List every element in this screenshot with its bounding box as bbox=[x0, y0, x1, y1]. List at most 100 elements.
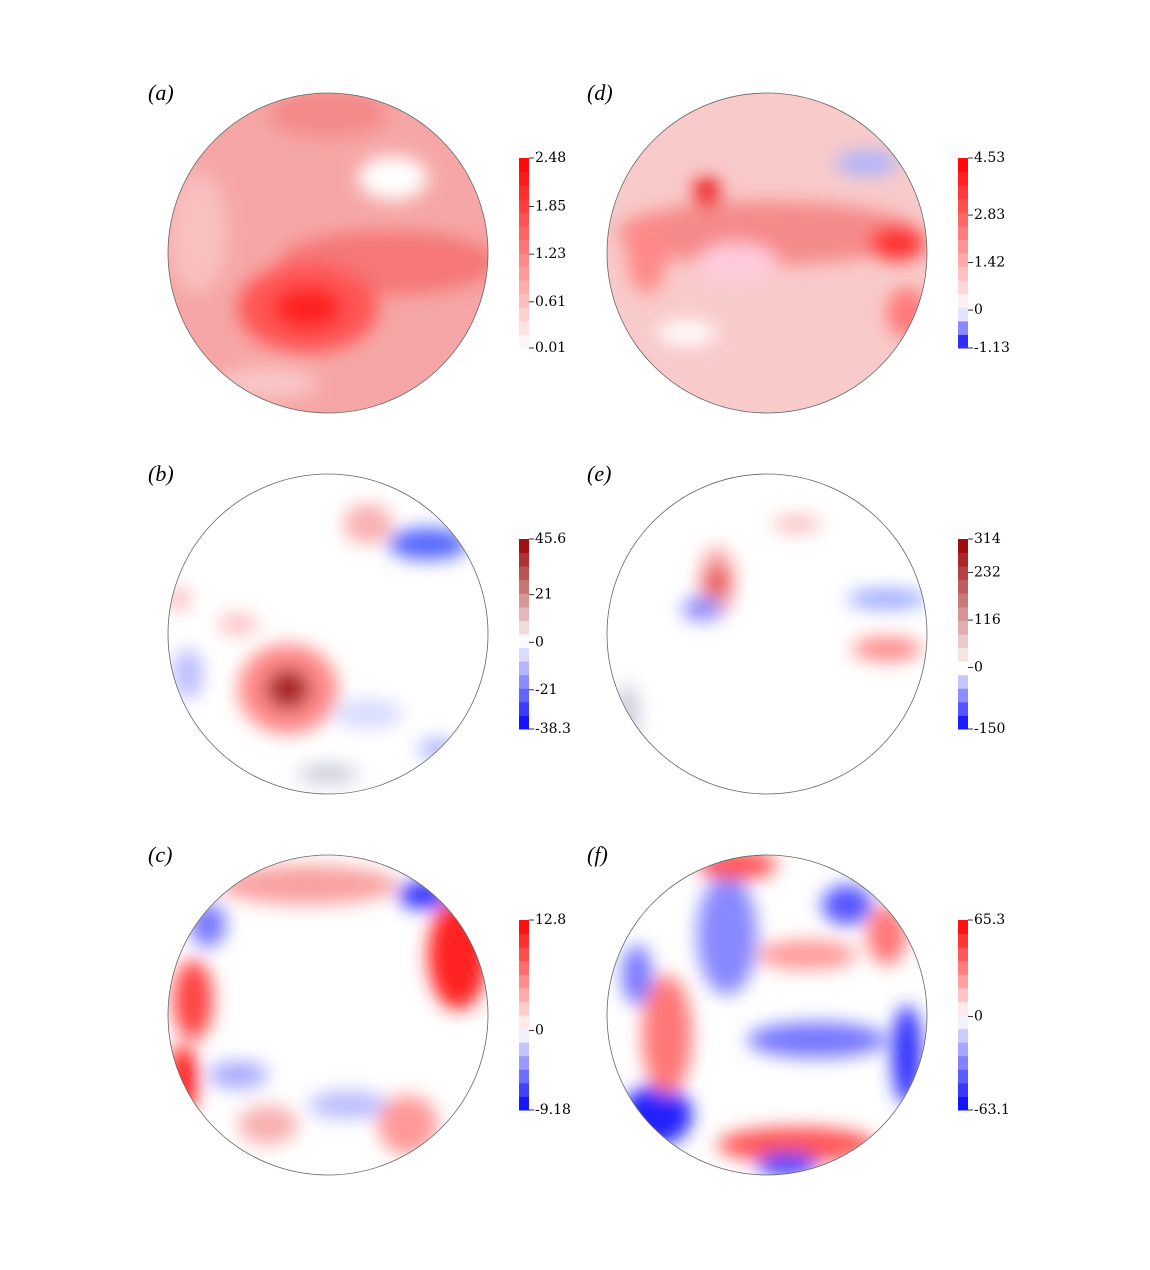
panel: (c) 12.8 0 -9.18 bbox=[148, 842, 571, 1176]
colorbar-band bbox=[519, 1042, 529, 1057]
colorbar-band bbox=[519, 334, 529, 349]
colorbar-tick-label: 314 bbox=[974, 531, 1001, 547]
field-blob bbox=[208, 1061, 268, 1089]
colorbar-band bbox=[519, 1069, 529, 1084]
colorbar-tick-label: -63.1 bbox=[974, 1102, 1010, 1118]
domain-outline bbox=[606, 854, 928, 1176]
field-blob bbox=[358, 156, 428, 200]
field-blob bbox=[617, 201, 917, 265]
contour-field bbox=[607, 855, 927, 1175]
colorbar-band bbox=[958, 266, 968, 281]
field-blob bbox=[308, 1091, 388, 1119]
colorbar-band bbox=[519, 1082, 529, 1097]
colorbar-band bbox=[958, 701, 968, 716]
colorbar-tick-label: -150 bbox=[974, 721, 1005, 737]
colorbar-band bbox=[519, 620, 529, 635]
colorbar-band bbox=[958, 620, 968, 635]
colorbar-tick-label: 0 bbox=[535, 634, 544, 650]
colorbar-band bbox=[958, 606, 968, 621]
colorbar-band bbox=[519, 933, 529, 948]
colorbar-band bbox=[519, 661, 529, 676]
colorbar-band bbox=[519, 185, 529, 200]
domain-outline bbox=[167, 92, 489, 414]
colorbar-tick-label: 116 bbox=[974, 612, 1001, 628]
panel: (b) 45.6 21 0 -21 -38.3 bbox=[148, 461, 571, 795]
field-base bbox=[607, 474, 927, 794]
colorbar-tick-label: 232 bbox=[974, 565, 1001, 581]
field-blob bbox=[892, 1005, 922, 1105]
panel-label: (e) bbox=[587, 461, 611, 486]
colorbar-tick-label: 0 bbox=[974, 302, 983, 318]
colorbar-band bbox=[958, 185, 968, 200]
colorbar-band bbox=[958, 688, 968, 703]
field-blob bbox=[168, 587, 190, 611]
field-blob bbox=[835, 151, 899, 175]
contour-field bbox=[168, 93, 488, 413]
field-blob bbox=[378, 1095, 438, 1155]
field-blob bbox=[747, 1022, 887, 1058]
field-blob bbox=[627, 213, 667, 293]
colorbar-band bbox=[519, 715, 529, 730]
colorbar-tick-label: 2.48 bbox=[535, 150, 566, 166]
field-blob bbox=[697, 875, 757, 995]
colorbar-band bbox=[958, 1082, 968, 1097]
field-blob bbox=[757, 940, 857, 970]
colorbar-band bbox=[958, 253, 968, 268]
colorbar-band bbox=[958, 920, 968, 935]
colorbar-band bbox=[958, 239, 968, 254]
panel-label: (a) bbox=[148, 80, 174, 105]
colorbar-band bbox=[519, 593, 529, 608]
field-blob bbox=[682, 597, 722, 621]
colorbar-band bbox=[958, 987, 968, 1002]
colorbar-tick-label: -38.3 bbox=[535, 721, 571, 737]
field-blob bbox=[268, 93, 388, 138]
colorbar-tick-label: -1.13 bbox=[974, 340, 1010, 356]
colorbar-band bbox=[519, 688, 529, 703]
field-blob bbox=[852, 637, 922, 661]
colorbar-band bbox=[958, 974, 968, 989]
colorbar-band bbox=[958, 307, 968, 322]
field-blob bbox=[707, 570, 727, 594]
field-blob bbox=[298, 764, 358, 784]
colorbar-band bbox=[958, 1042, 968, 1057]
field-blob bbox=[173, 649, 203, 699]
colorbar-band bbox=[519, 198, 529, 213]
colorbar-band bbox=[958, 334, 968, 349]
field-blob bbox=[622, 1085, 692, 1145]
colorbar-band bbox=[958, 1015, 968, 1030]
colorbar-band bbox=[519, 307, 529, 322]
field-blob bbox=[697, 243, 777, 283]
colorbar-band bbox=[519, 539, 529, 554]
colorbar-band bbox=[519, 674, 529, 689]
field-blobs bbox=[615, 516, 927, 744]
field-blob bbox=[622, 945, 652, 1005]
colorbar-band bbox=[519, 974, 529, 989]
field-blob bbox=[697, 855, 777, 880]
field-blob bbox=[218, 865, 398, 905]
colorbar-band bbox=[519, 239, 529, 254]
panel-label: (f) bbox=[587, 842, 608, 867]
field-blob bbox=[333, 699, 403, 729]
colorbar-tick-label: 45.6 bbox=[535, 531, 566, 547]
colorbar-band bbox=[958, 674, 968, 689]
field-blob bbox=[388, 528, 468, 560]
colorbar-band bbox=[519, 1001, 529, 1016]
contour-field bbox=[168, 855, 488, 1175]
colorbar-tick-label: 0.01 bbox=[535, 340, 566, 356]
field-blob bbox=[717, 1127, 877, 1163]
field-blob bbox=[418, 739, 458, 759]
colorbar-band bbox=[519, 171, 529, 186]
domain-outline bbox=[167, 854, 489, 1176]
colorbar-band bbox=[958, 1001, 968, 1016]
colorbar-band bbox=[958, 634, 968, 649]
colorbar-band bbox=[958, 1055, 968, 1070]
field-blob bbox=[168, 1045, 198, 1115]
field-blob bbox=[847, 589, 927, 609]
field-blob bbox=[693, 179, 721, 207]
field-blob bbox=[869, 225, 925, 261]
field-blob bbox=[343, 504, 393, 544]
colorbar-band bbox=[519, 987, 529, 1002]
colorbar-tick-label: 65.3 bbox=[974, 912, 1005, 928]
colorbar-band bbox=[519, 1028, 529, 1043]
colorbar-band bbox=[958, 947, 968, 962]
